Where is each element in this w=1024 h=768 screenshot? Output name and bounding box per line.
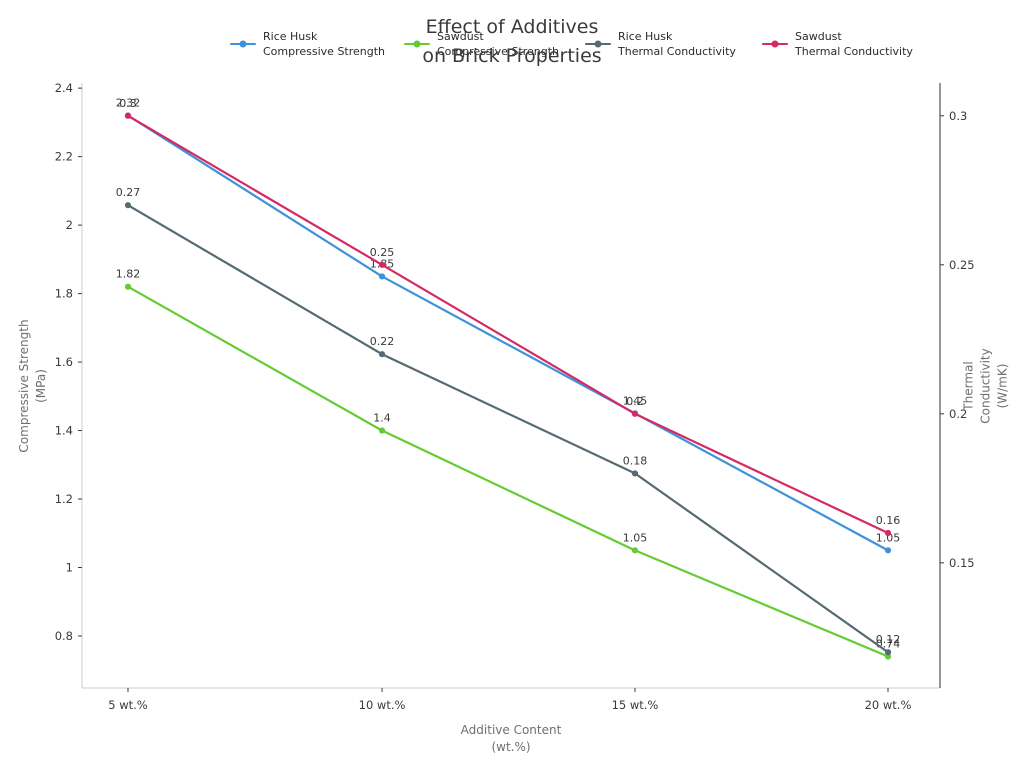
point-label-rice-husk-thermal-conductivity: 0.18 <box>623 454 648 467</box>
point-label-sawdust-thermal-conductivity: 0.2 <box>626 395 644 408</box>
right-tick-label: 0.2 <box>949 407 967 421</box>
point-label-sawdust-compressive-strength: 1.4 <box>373 412 391 425</box>
legend-item-sawdust-compressive-strength: Sawdust Compressive Strength <box>404 29 559 59</box>
series-marker-sawdust-compressive-strength <box>884 653 892 660</box>
legend-marker-dot-icon <box>413 40 421 48</box>
legend-item-label: Sawdust Thermal Conductivity <box>795 30 913 58</box>
left-tick-label: 1.2 <box>55 492 73 506</box>
right-tick-label: 0.3 <box>949 109 967 123</box>
right-tick-label: 0.15 <box>949 556 975 570</box>
legend-item-label: Rice Husk Compressive Strength <box>263 30 386 58</box>
legend-item-label: Sawdust Compressive Strength <box>437 30 560 58</box>
legend-item-sawdust-thermal-conductivity: Sawdust Thermal Conductivity <box>762 29 913 59</box>
series-marker-rice-husk-thermal-conductivity <box>631 470 639 477</box>
x-tick-label: 5 wt.% <box>108 698 148 712</box>
series-marker-sawdust-compressive-strength <box>378 427 386 434</box>
point-label-rice-husk-compressive-strength: 1.45 <box>623 394 648 407</box>
series-marker-sawdust-thermal-conductivity <box>631 410 639 417</box>
series-line-sawdust-thermal-conductivity <box>126 114 890 535</box>
point-label-sawdust-compressive-strength: 1.05 <box>623 531 648 544</box>
left-tick-label: 2 <box>66 218 73 232</box>
series-marker-sawdust-thermal-conductivity <box>378 261 386 268</box>
legend-marker-icon <box>585 40 611 48</box>
series-marker-sawdust-thermal-conductivity <box>124 112 132 119</box>
legend-item-rice-husk-thermal-conductivity: Rice Husk Thermal Conductivity <box>585 29 736 59</box>
series-marker-rice-husk-compressive-strength <box>378 273 386 280</box>
point-label-rice-husk-thermal-conductivity: 0.22 <box>370 335 395 348</box>
left-tick-label: 0.8 <box>55 629 73 643</box>
legend-marker-icon <box>404 40 430 48</box>
left-tick-label: 1.4 <box>55 424 73 438</box>
x-tick-label: 15 wt.% <box>612 698 659 712</box>
series-line-rice-husk-thermal-conductivity <box>126 204 890 654</box>
series-marker-rice-husk-thermal-conductivity <box>884 649 892 656</box>
legend: Rice Husk Compressive Strength Sawdust Co… <box>0 0 1024 70</box>
series-marker-rice-husk-thermal-conductivity <box>378 351 386 358</box>
legend-marker-icon <box>762 40 788 48</box>
x-tick-label: 20 wt.% <box>865 698 912 712</box>
point-label-sawdust-thermal-conductivity: 0.16 <box>876 514 901 527</box>
series-line-sawdust-compressive-strength <box>126 285 890 658</box>
x-tick-label: 10 wt.% <box>359 698 406 712</box>
point-label-rice-husk-thermal-conductivity: 0.27 <box>116 186 141 199</box>
y-axis-label-right: Thermal Conductivity (W/mK) <box>961 348 1010 424</box>
legend-marker-dot-icon <box>771 40 779 48</box>
y-axis-label-left: Compressive Strength (MPa) <box>17 319 48 453</box>
point-label-sawdust-thermal-conductivity: 0.25 <box>370 246 395 259</box>
legend-marker-icon <box>230 40 256 48</box>
point-label-sawdust-thermal-conductivity: 0.3 <box>119 97 137 110</box>
point-label-sawdust-compressive-strength: 1.82 <box>116 268 141 281</box>
series-marker-rice-husk-compressive-strength <box>884 547 892 554</box>
left-tick-label: 1.8 <box>55 287 73 301</box>
series-line-rice-husk-compressive-strength <box>126 114 890 552</box>
series-marker-rice-husk-thermal-conductivity <box>124 202 132 209</box>
left-tick-label: 2.4 <box>55 81 73 95</box>
point-label-rice-husk-compressive-strength: 1.05 <box>876 531 901 544</box>
legend-marker-dot-icon <box>239 40 247 48</box>
point-label-rice-husk-compressive-strength: 2.32 <box>116 97 141 110</box>
left-tick-label: 2.2 <box>55 150 73 164</box>
left-tick-label: 1 <box>66 560 73 574</box>
series-marker-sawdust-compressive-strength <box>124 283 132 290</box>
point-label-rice-husk-thermal-conductivity: 0.12 <box>876 633 901 646</box>
legend-item-label: Rice Husk Thermal Conductivity <box>618 30 736 58</box>
series-marker-sawdust-compressive-strength <box>631 547 639 554</box>
legend-marker-dot-icon <box>594 40 602 48</box>
legend-item-rice-husk-compressive-strength: Rice Husk Compressive Strength <box>230 29 385 59</box>
series-marker-sawdust-thermal-conductivity <box>884 529 892 537</box>
chart-title: Effect of Additives on Brick Properties <box>422 16 602 67</box>
right-tick-label: 0.25 <box>949 258 975 272</box>
left-tick-label: 1.6 <box>55 355 73 369</box>
x-axis-label: Additive Content (wt.%) <box>460 723 562 754</box>
